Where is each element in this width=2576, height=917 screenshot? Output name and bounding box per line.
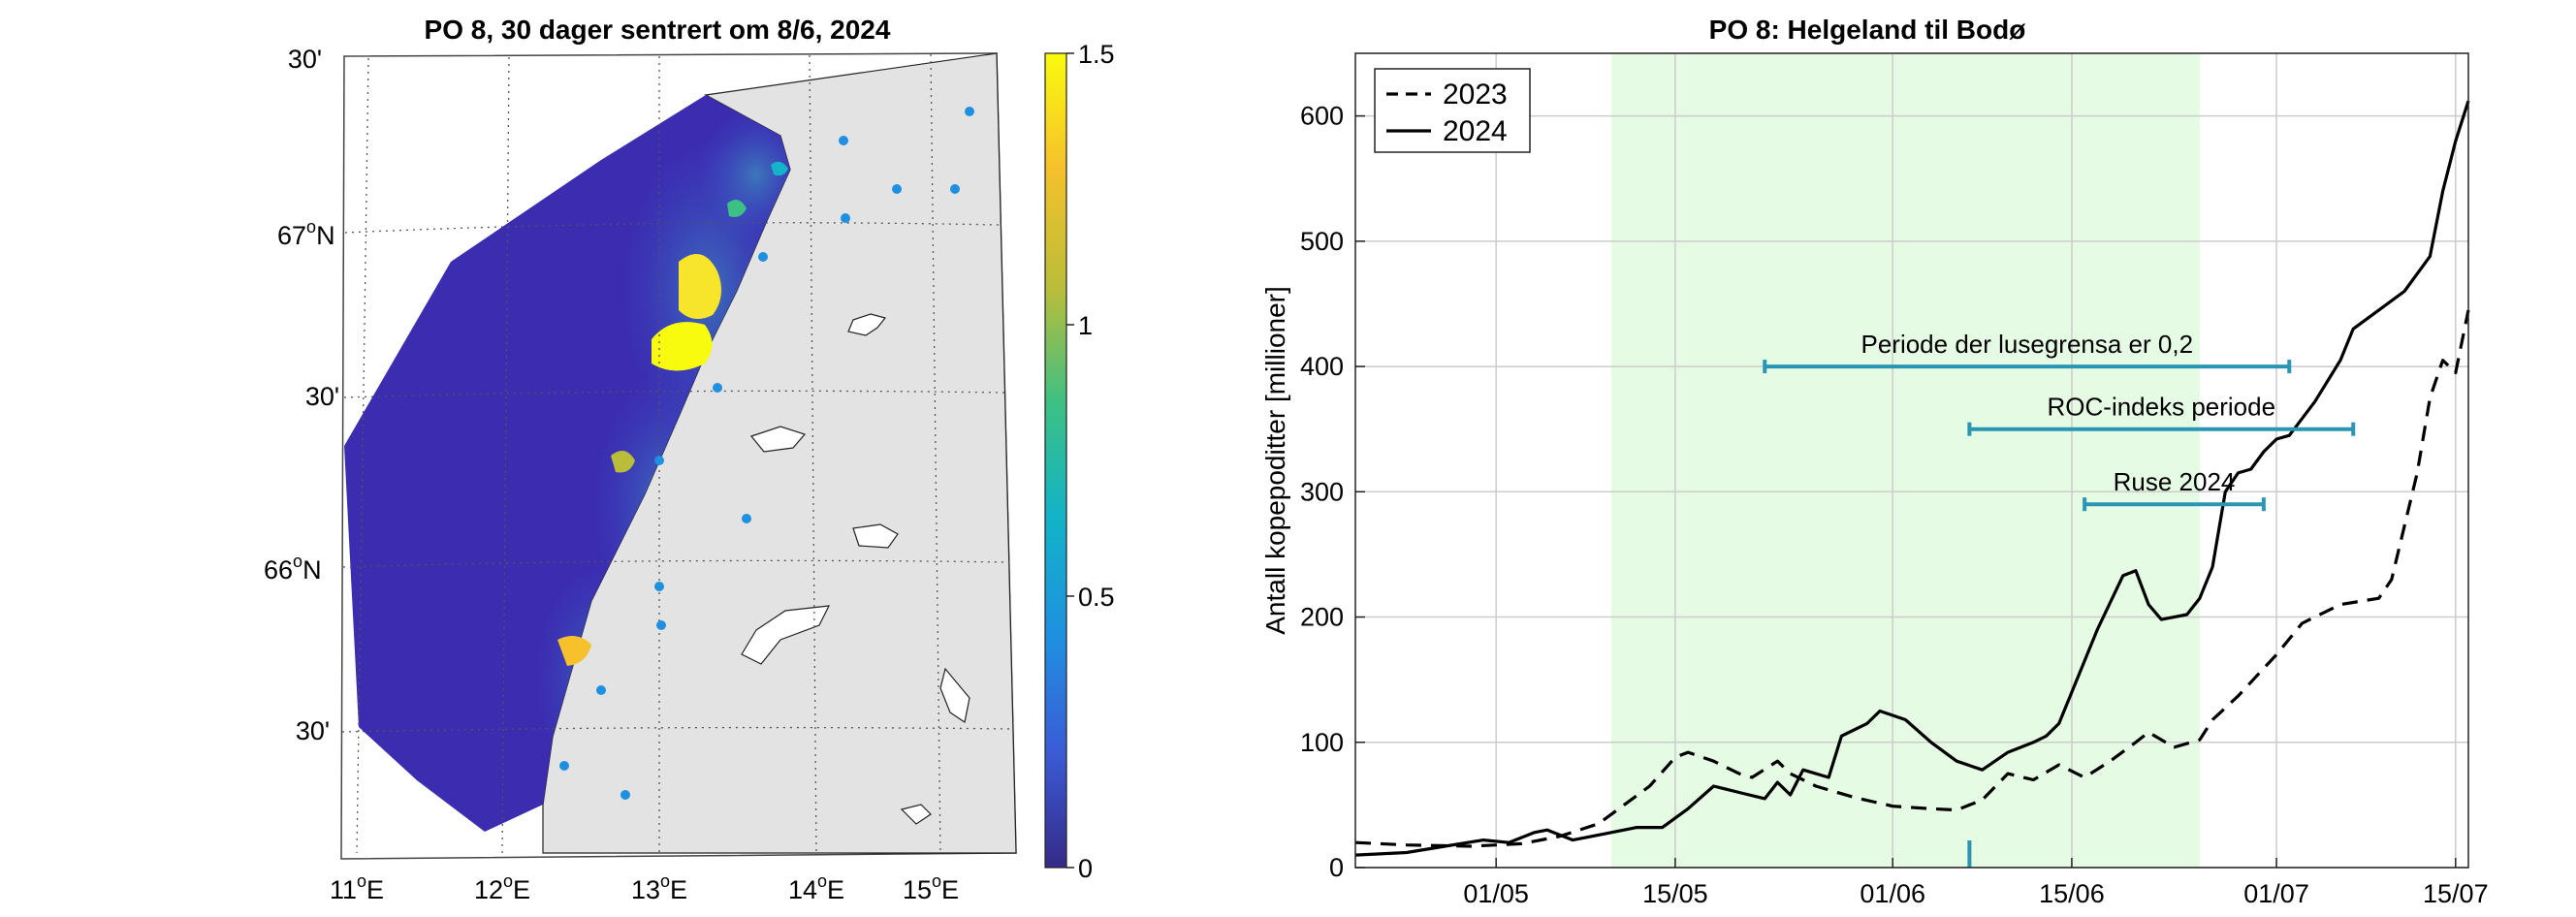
y-tick-label: 600 [1300, 102, 1344, 131]
x-tick-label: 01/06 [1860, 879, 1925, 908]
y-tick-label: 400 [1300, 352, 1344, 381]
y-tick-label: 500 [1300, 227, 1344, 256]
x-tick-label: 15/07 [2423, 879, 2489, 908]
x-tick-label: 15/06 [2039, 879, 2105, 908]
lat-label: 30' [305, 382, 339, 411]
annotation-label: Ruse 2024 [2114, 467, 2236, 496]
lat-label: 67oN [277, 217, 335, 250]
colorbar: 1.5 1 0.5 0 [1044, 40, 1115, 883]
lat-label: 30' [296, 716, 330, 745]
station-marker [758, 252, 768, 262]
colorbar-label: 0.5 [1078, 583, 1115, 612]
high-value-fjord [652, 322, 713, 371]
lon-label: 15oE [903, 871, 959, 904]
station-marker [656, 620, 666, 630]
map-lat-labels: 30' 67oN 30' 66oN 30' [264, 45, 339, 745]
legend: 2023 2024 [1374, 68, 1531, 153]
colorbar-label: 1.5 [1078, 40, 1115, 69]
station-marker [713, 383, 722, 393]
lat-label: 66oN [264, 552, 322, 585]
colorbar-label: 0 [1078, 854, 1093, 883]
legend-label-2023: 2023 [1443, 79, 1508, 111]
high-value-fjord [557, 636, 591, 666]
annotation-label: Periode der lusegrensa er 0,2 [1860, 330, 2193, 359]
y-tick-label: 200 [1300, 603, 1344, 632]
high-value-fjord [611, 451, 635, 473]
map-title: PO 8, 30 dager sentrert om 8/6, 2024 [425, 15, 891, 45]
y-tick-label: 300 [1300, 477, 1344, 506]
highlight-period [1610, 53, 2200, 868]
high-value-fjord [727, 200, 747, 217]
station-marker [841, 213, 850, 223]
lake [741, 605, 831, 665]
y-tick-label: 100 [1300, 728, 1344, 757]
colorbar-gradient [1044, 52, 1067, 869]
lat-label: 30' [288, 45, 322, 74]
station-marker [654, 582, 664, 591]
lake [900, 804, 932, 825]
annotation-bar: ROC-indeks periode [1967, 393, 2356, 436]
map-land [542, 52, 1017, 854]
annotation-bar: Periode der lusegrensa er 0,2 [1763, 330, 2292, 374]
lake [847, 313, 887, 336]
lon-label: 11oE [330, 871, 384, 904]
lon-label: 13oE [631, 871, 687, 904]
station-marker [559, 761, 569, 771]
station-marker [950, 184, 960, 194]
high-value-fjord [679, 254, 721, 319]
high-value-fjord [771, 161, 788, 176]
lon-label: 12oE [474, 871, 530, 904]
y-axis-label: Antall kopepoditter [millioner] [1260, 286, 1290, 635]
chart-title: PO 8: Helgeland til Bodø [1709, 15, 2026, 45]
station-marker [596, 685, 606, 695]
legend-label-2024: 2024 [1443, 115, 1508, 147]
lon-label: 14oE [788, 871, 844, 904]
lake [939, 667, 970, 723]
map-lon-labels: 11oE 12oE 13oE 14oE 15oE [330, 871, 959, 904]
station-marker [839, 136, 848, 145]
axes-box [1354, 52, 2469, 869]
map-graticule [341, 53, 1015, 856]
station-marker [965, 107, 974, 116]
station-marker [742, 514, 751, 523]
series-line-2023 [1354, 309, 2470, 848]
lake [852, 523, 899, 549]
station-marker [654, 456, 664, 465]
line-chart: Periode der lusegrensa er 0,2 ROC-indeks … [1300, 52, 2489, 908]
colorbar-label: 1 [1078, 311, 1093, 340]
y-tick-label: 0 [1329, 853, 1344, 882]
x-tick-label: 15/05 [1642, 879, 1708, 908]
annotation-bar: Ruse 2024 [2083, 467, 2266, 512]
station-marker [620, 790, 630, 800]
station-marker [892, 184, 902, 194]
station-markers [559, 107, 974, 800]
lake [749, 426, 807, 453]
x-tick-label: 01/05 [1463, 879, 1529, 908]
annotation-label: ROC-indeks periode [2048, 393, 2276, 422]
x-tick-label: 01/07 [2243, 879, 2309, 908]
legend-box [1374, 68, 1531, 153]
